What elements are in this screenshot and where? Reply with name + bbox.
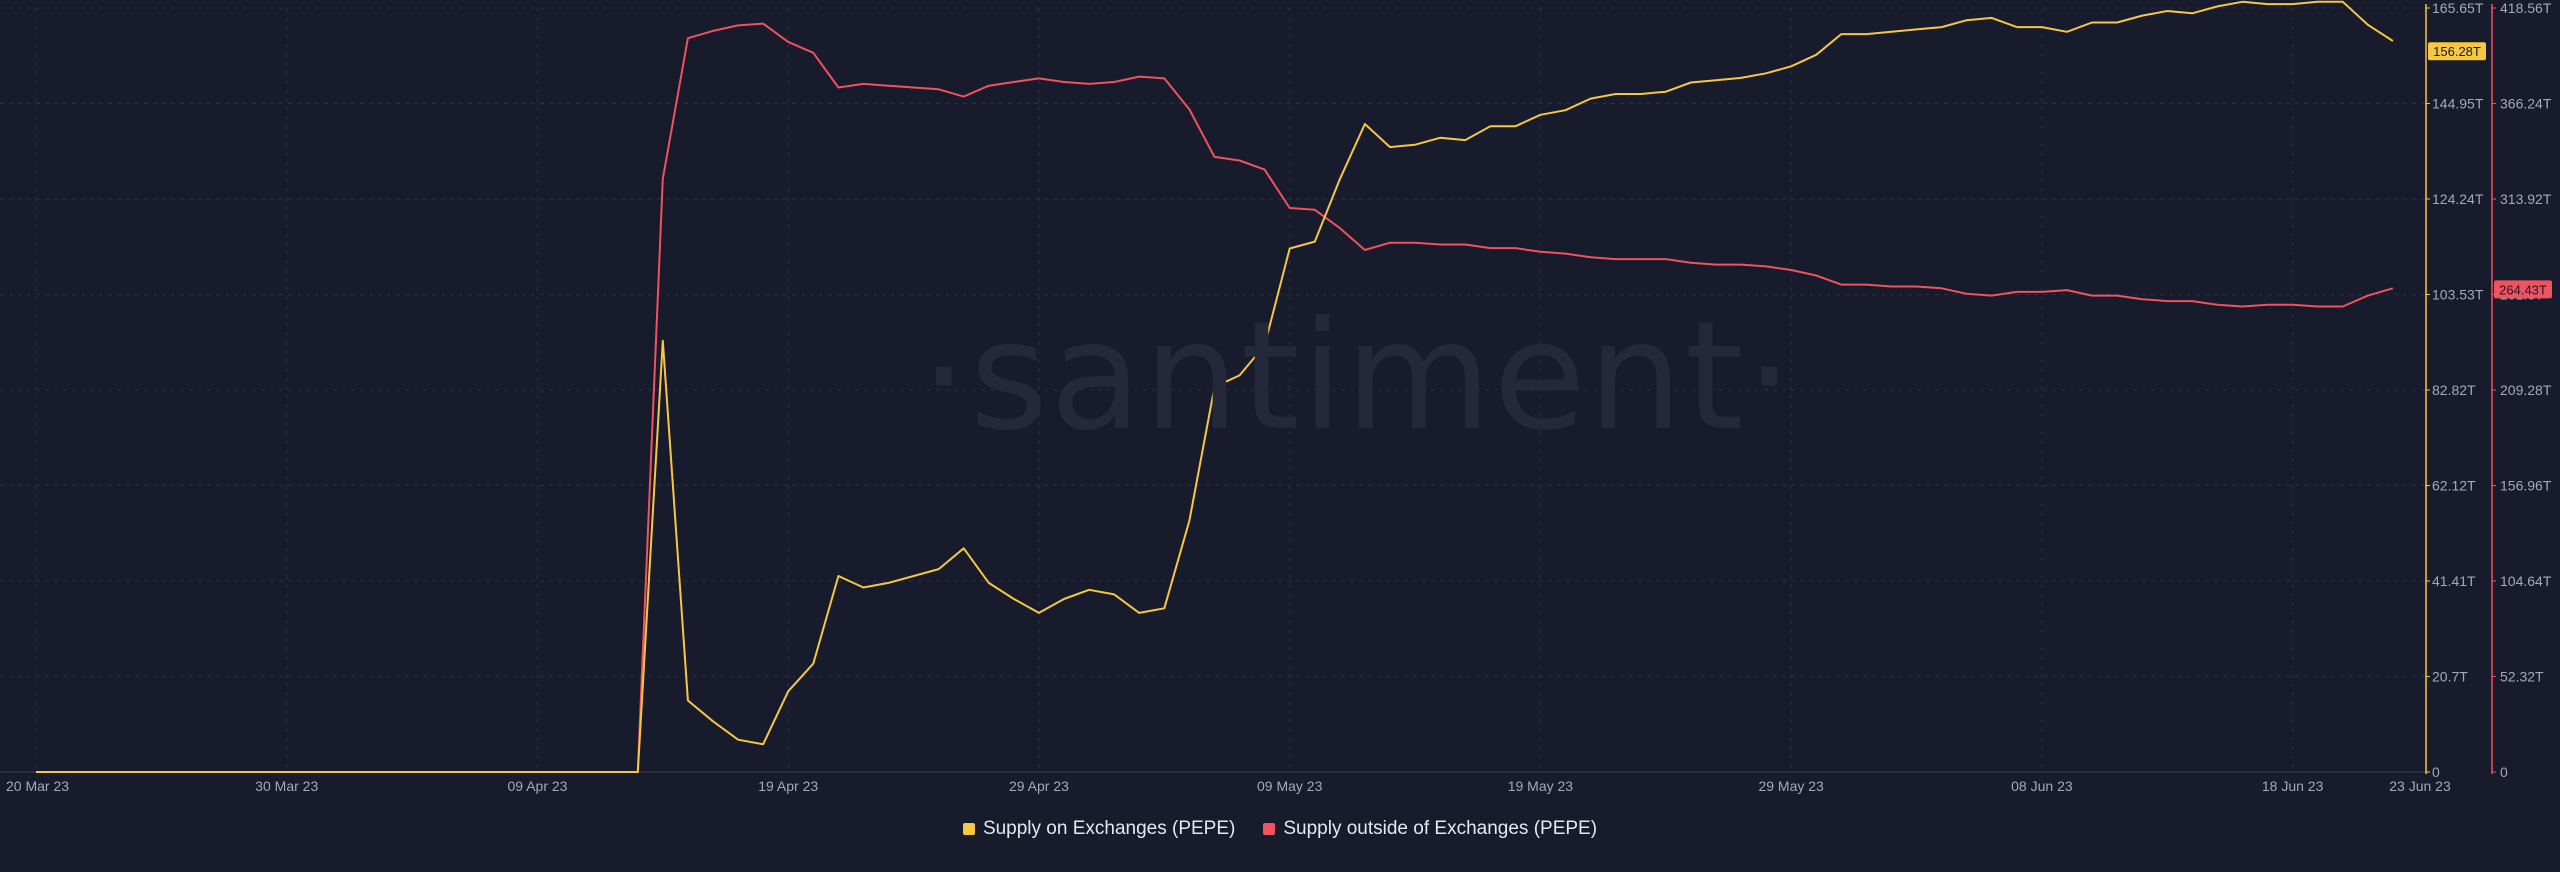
legend-swatch-outside-exchanges bbox=[1263, 823, 1276, 835]
x-tick-label: 29 May 23 bbox=[1758, 778, 1824, 794]
y-right-tick-label: 313.92T bbox=[2500, 191, 2552, 207]
x-tick-label: 30 Mar 23 bbox=[255, 778, 318, 794]
tick-labels: 20 Mar 23 30 Mar 23 09 Apr 23 19 Apr 23 29 A… bbox=[6, 0, 2552, 794]
x-tick-label: 20 Mar 23 bbox=[6, 778, 69, 794]
y-left-tick-label: 165.65T bbox=[2432, 0, 2484, 16]
current-value-badge-right: 264.43T bbox=[2494, 280, 2552, 299]
y-right-tick-label: 104.64T bbox=[2500, 573, 2552, 589]
y-right-tick-label: 52.32T bbox=[2500, 669, 2544, 685]
legend-label-on-exchanges: Supply on Exchanges (PEPE) bbox=[982, 818, 1236, 839]
y-left-tick-label: 124.24T bbox=[2432, 191, 2484, 207]
y-left-tick-label: 82.82T bbox=[2432, 382, 2476, 398]
y-left-tick-label: 0 bbox=[2432, 764, 2440, 780]
current-value-badge-left-bg bbox=[2428, 42, 2486, 61]
x-tick-label: 19 Apr 23 bbox=[758, 778, 818, 794]
legend-item-on-exchanges[interactable]: Supply on Exchanges (PEPE) bbox=[962, 818, 1236, 840]
legend: Supply on Exchanges (PEPE) Supply outsid… bbox=[0, 818, 2560, 840]
current-value-badges: 156.28T 264.43T bbox=[2428, 42, 2552, 299]
x-tick-label: 08 Jun 23 bbox=[2011, 778, 2073, 794]
y-right-tick-label: 209.28T bbox=[2500, 382, 2552, 398]
y-left-tick-label: 20.7T bbox=[2432, 669, 2468, 685]
y-right-tick-label: 0 bbox=[2500, 764, 2508, 780]
x-tick-label: 19 May 23 bbox=[1508, 778, 1574, 794]
y-right-tick-label: 156.96T bbox=[2500, 478, 2552, 494]
y-left-tick-label: 62.12T bbox=[2432, 477, 2476, 493]
x-tick-label: 23 Jun 23 bbox=[2389, 778, 2451, 794]
y-left-tick-label: 103.53T bbox=[2432, 287, 2484, 303]
grid-lines bbox=[0, 7, 2426, 772]
y-right-tick-label: 366.24T bbox=[2500, 96, 2552, 112]
legend-swatch-on-exchanges bbox=[962, 823, 975, 835]
y-left-tick-label: 144.95T bbox=[2432, 95, 2484, 111]
x-tick-label: 18 Jun 23 bbox=[2262, 778, 2324, 794]
series-lines bbox=[36, 0, 2394, 773]
series-line-outside-exchanges bbox=[36, 22, 2394, 773]
y-left-tick-label: 41.41T bbox=[2432, 573, 2476, 589]
y-right-tick-label: 418.56T bbox=[2500, 0, 2552, 16]
x-tick-label: 29 Apr 23 bbox=[1009, 778, 1069, 794]
x-tick-label: 09 Apr 23 bbox=[508, 778, 568, 794]
current-value-badge-right-bg bbox=[2494, 280, 2552, 299]
current-value-badge-right-text: 264.43T bbox=[2499, 282, 2547, 297]
legend-label-outside-exchanges: Supply outside of Exchanges (PEPE) bbox=[1283, 818, 1598, 839]
current-value-badge-left: 156.28T bbox=[2428, 42, 2486, 61]
series-line-on-exchanges bbox=[36, 0, 2394, 773]
x-tick-label: 09 May 23 bbox=[1257, 778, 1323, 794]
current-value-badge-left-text: 156.28T bbox=[2433, 44, 2481, 59]
santiment-watermark: ·santiment· bbox=[920, 290, 1796, 464]
legend-item-outside-exchanges[interactable]: Supply outside of Exchanges (PEPE) bbox=[1263, 818, 1597, 840]
